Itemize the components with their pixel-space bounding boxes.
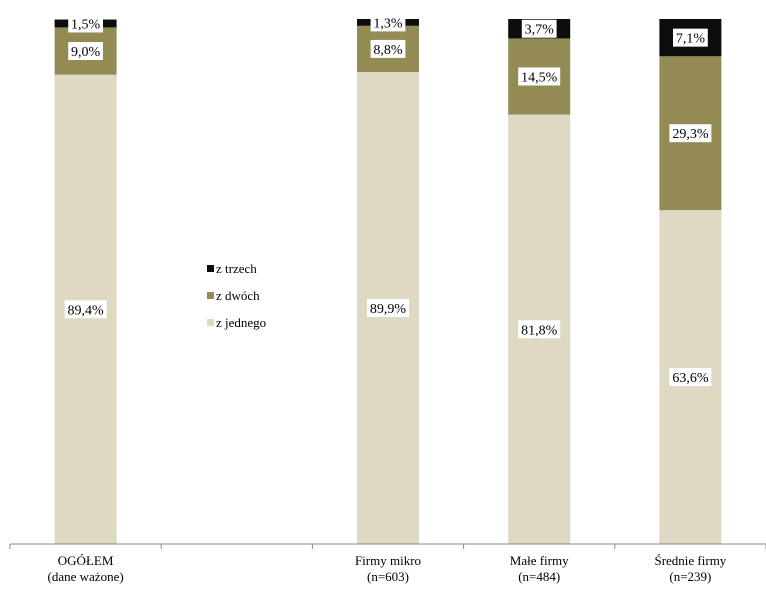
legend: z trzech z dwóch z jednego [207, 261, 266, 330]
x-axis: OGÓŁEM(dane ważone) Firmy mikro(n=603) Mał… [9, 543, 766, 584]
legend-swatch [207, 319, 214, 326]
legend-swatch [207, 292, 214, 299]
data-label-box [518, 67, 561, 86]
x-tick-label: Średnie firmy [654, 553, 726, 568]
legend-swatch [207, 265, 214, 272]
data-label-box [521, 19, 557, 38]
data-label: 1,3% [373, 16, 403, 31]
data-label: 81,8% [521, 323, 558, 338]
data-label: 3,7% [525, 23, 555, 38]
legend-label: z trzech [216, 261, 257, 276]
x-tick-label: Firmy mikro [355, 553, 421, 568]
data-label-box [64, 300, 107, 319]
data-label-box [518, 320, 561, 339]
data-label: 9,0% [71, 45, 101, 60]
data-label: 7,1% [676, 32, 706, 47]
data-label: 14,5% [521, 70, 558, 85]
legend-label: z dwóch [216, 288, 260, 303]
data-label-box [669, 368, 712, 387]
data-label-box [669, 124, 712, 143]
data-label: 89,4% [68, 303, 105, 318]
data-label-box [68, 14, 103, 33]
data-label-box [68, 42, 103, 61]
data-label: 63,6% [672, 371, 709, 386]
x-tick-label: (dane ważone) [48, 569, 124, 584]
data-label-box [370, 39, 406, 58]
x-tick-label: Małe firmy [510, 553, 569, 568]
data-label-box [370, 13, 406, 32]
data-label: 89,9% [370, 302, 407, 317]
data-label-box [367, 299, 409, 318]
data-label-box [673, 28, 708, 47]
bars-group: 89,4% 9,0% 1,5% 89,9% 8,8% 1,3% 81,8% 14,5% 3,7%… [54, 13, 722, 545]
x-tick-label: (n=603) [367, 569, 409, 584]
data-label: 29,3% [672, 127, 709, 142]
legend-label: z jednego [216, 315, 266, 330]
x-tick-label: OGÓŁEM [58, 553, 114, 568]
data-label: 1,5% [71, 17, 101, 32]
x-tick-label: (n=239) [669, 569, 711, 584]
data-label: 8,8% [373, 43, 403, 58]
x-tick-label: (n=484) [518, 569, 560, 584]
